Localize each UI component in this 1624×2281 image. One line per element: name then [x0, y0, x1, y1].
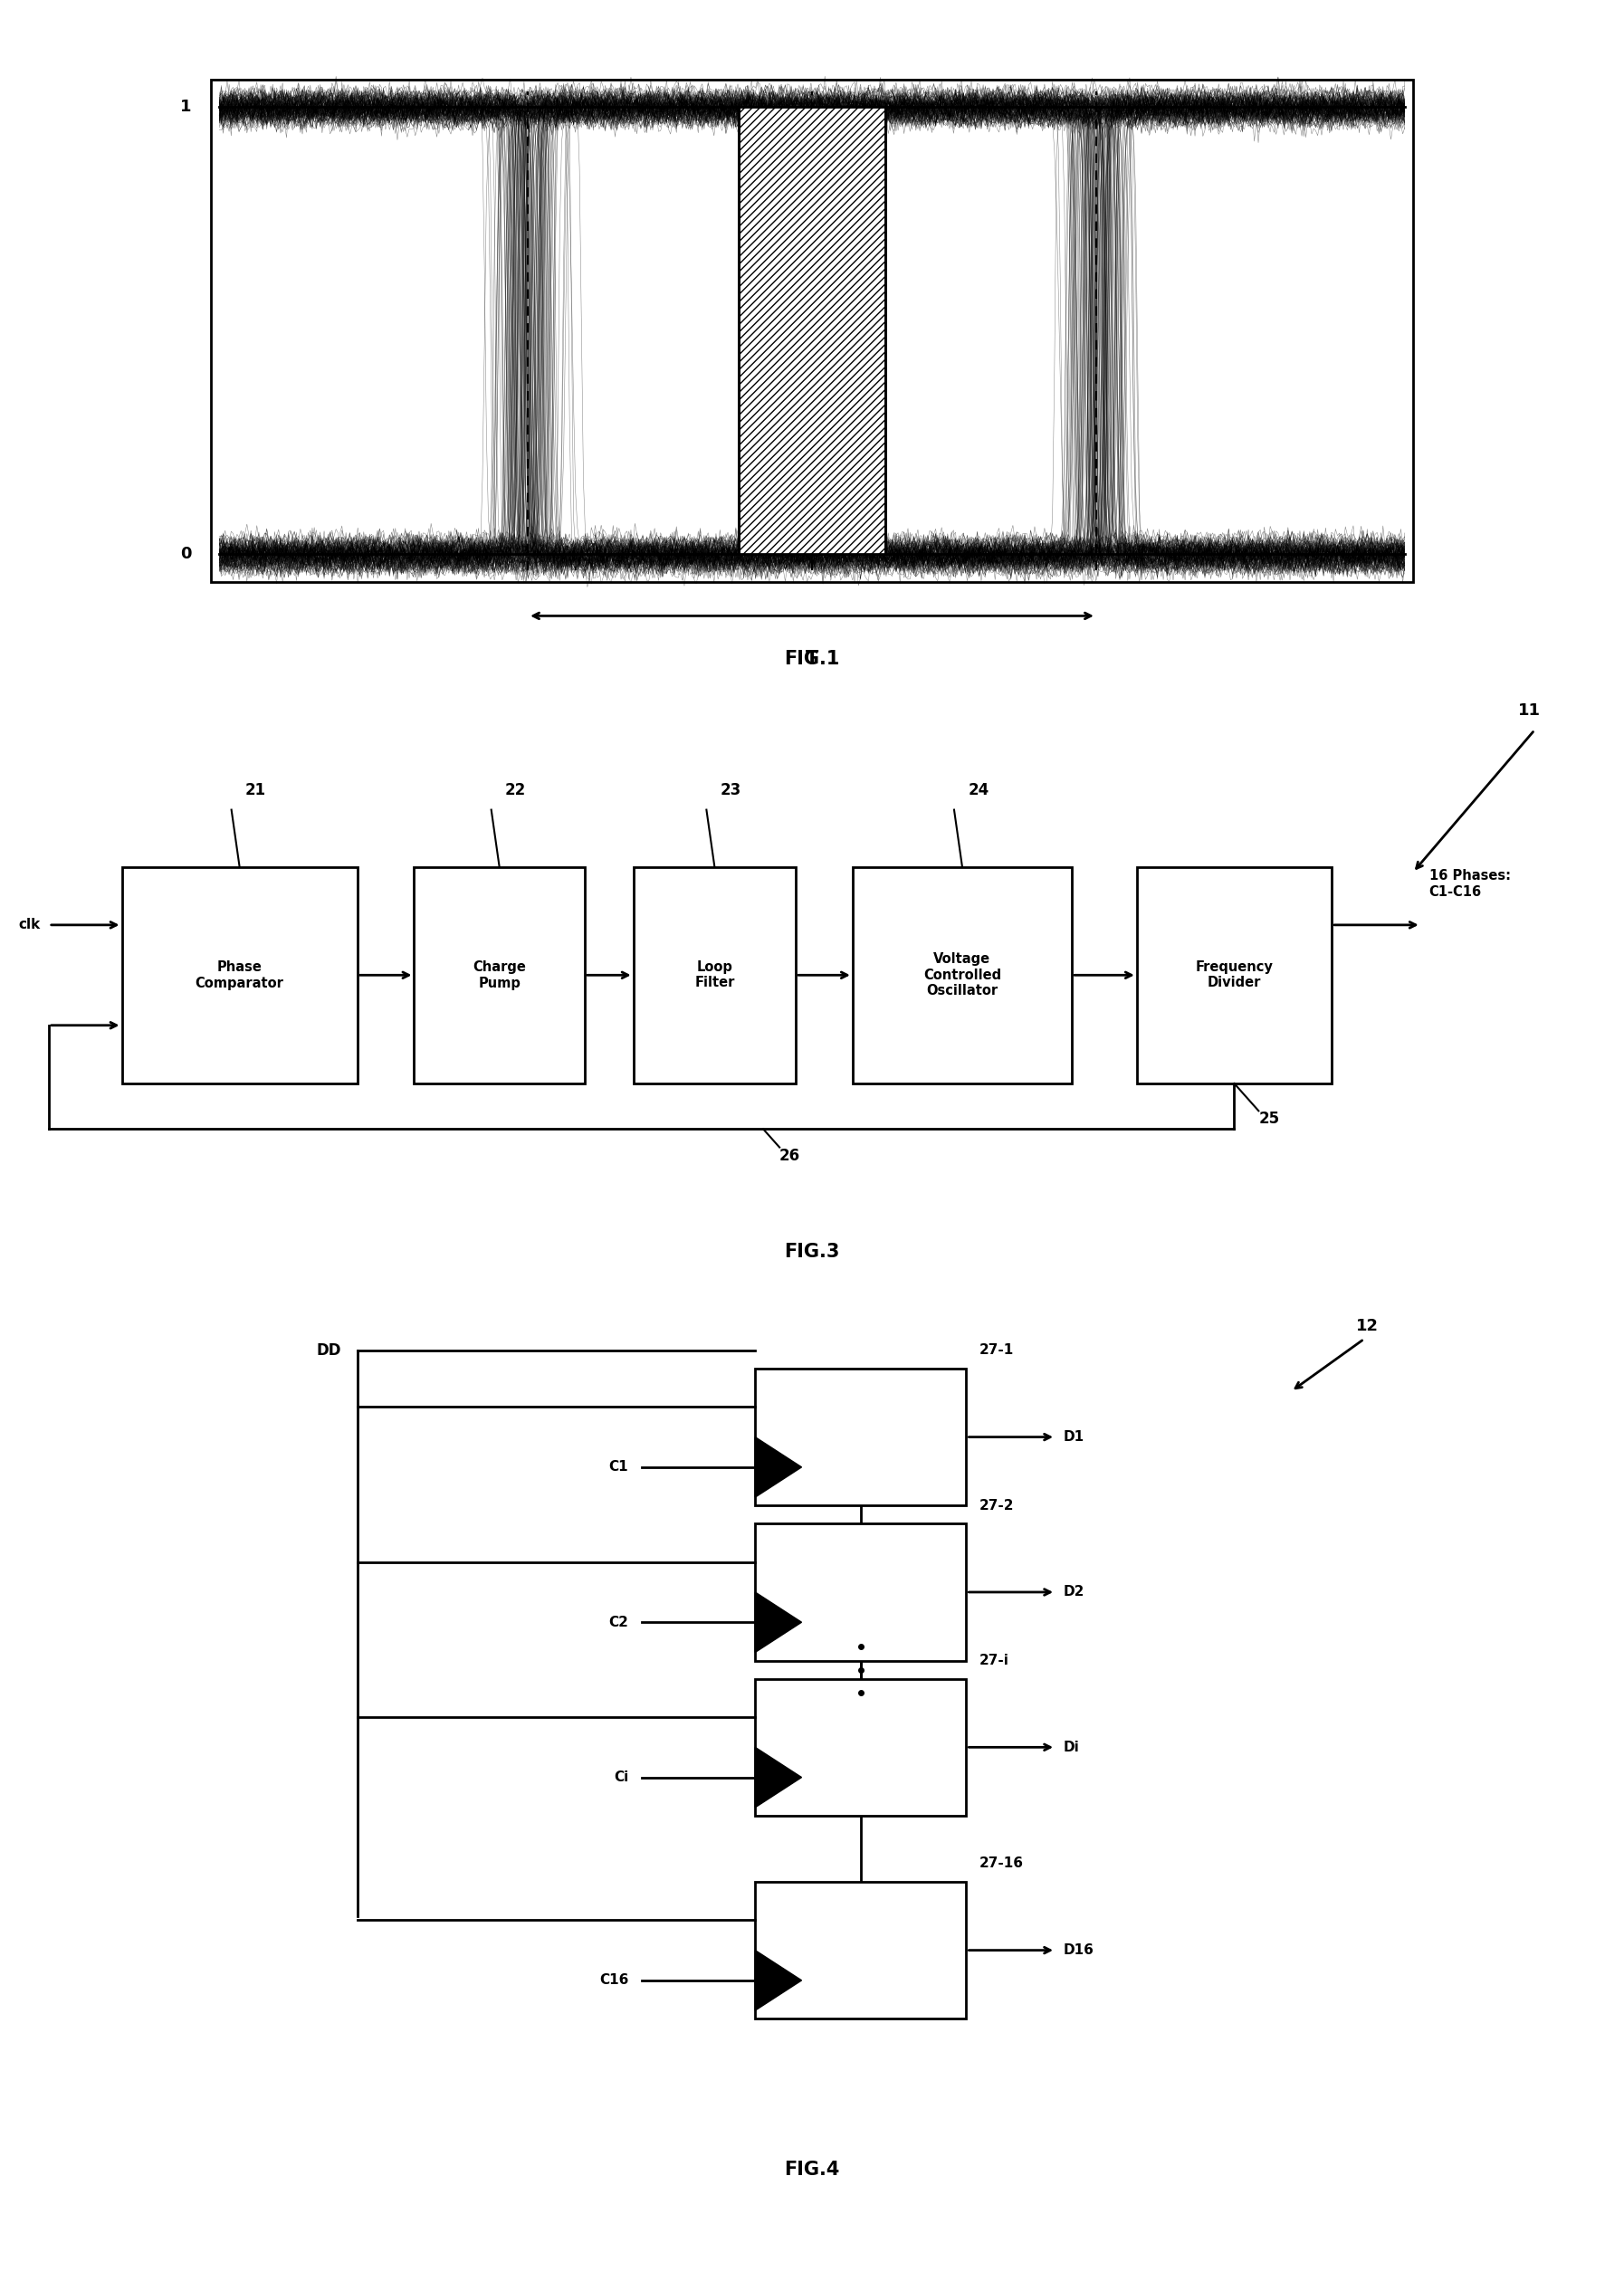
Text: FIG.1: FIG.1 [784, 650, 840, 668]
Text: 23: 23 [721, 782, 741, 798]
Polygon shape [755, 1437, 802, 1496]
Bar [853, 867, 1072, 1083]
Text: DD: DD [317, 1341, 341, 1359]
Text: Di: Di [1064, 1740, 1080, 1754]
Bar [755, 1524, 966, 1661]
Text: 25: 25 [1259, 1111, 1280, 1127]
Text: Ci: Ci [614, 1770, 628, 1784]
Bar [755, 1882, 966, 2019]
Text: 0: 0 [180, 545, 192, 563]
Bar [1137, 867, 1332, 1083]
Text: D16: D16 [1064, 1943, 1095, 1957]
Polygon shape [755, 1747, 802, 1807]
Text: 26: 26 [780, 1147, 801, 1163]
Text: 1: 1 [180, 98, 192, 116]
Text: C1: C1 [609, 1460, 628, 1474]
Text: 21: 21 [245, 782, 266, 798]
Text: D2: D2 [1064, 1585, 1085, 1599]
Bar [211, 80, 1413, 582]
Text: clk: clk [18, 919, 41, 931]
Text: Loop
Filter: Loop Filter [695, 960, 734, 990]
Text: 24: 24 [968, 782, 989, 798]
Text: 11: 11 [1518, 703, 1541, 719]
Text: 27-1: 27-1 [979, 1344, 1013, 1357]
Text: FIG.3: FIG.3 [784, 1243, 840, 1261]
Polygon shape [755, 1950, 802, 2010]
Bar [739, 107, 885, 554]
Bar [414, 867, 585, 1083]
Text: 27-16: 27-16 [979, 1857, 1023, 1870]
Text: FIG.4: FIG.4 [784, 2160, 840, 2178]
Text: T: T [806, 650, 818, 668]
Text: 22: 22 [505, 782, 526, 798]
Bar [122, 867, 357, 1083]
Text: Charge
Pump: Charge Pump [473, 960, 526, 990]
Text: 27-i: 27-i [979, 1654, 1009, 1667]
Text: D1: D1 [1064, 1430, 1085, 1444]
Text: Phase
Comparator: Phase Comparator [195, 960, 284, 990]
Text: C2: C2 [609, 1615, 628, 1629]
Text: Frequency
Divider: Frequency Divider [1195, 960, 1273, 990]
Bar [755, 1679, 966, 1816]
Text: 16 Phases:
C1-C16: 16 Phases: C1-C16 [1429, 869, 1510, 899]
Bar [633, 867, 796, 1083]
Text: 27-2: 27-2 [979, 1499, 1013, 1512]
Text: C16: C16 [599, 1973, 628, 1987]
Text: 12: 12 [1356, 1318, 1379, 1334]
Text: Voltage
Controlled
Oscillator: Voltage Controlled Oscillator [922, 953, 1002, 997]
Bar [755, 1369, 966, 1505]
Polygon shape [755, 1592, 802, 1651]
